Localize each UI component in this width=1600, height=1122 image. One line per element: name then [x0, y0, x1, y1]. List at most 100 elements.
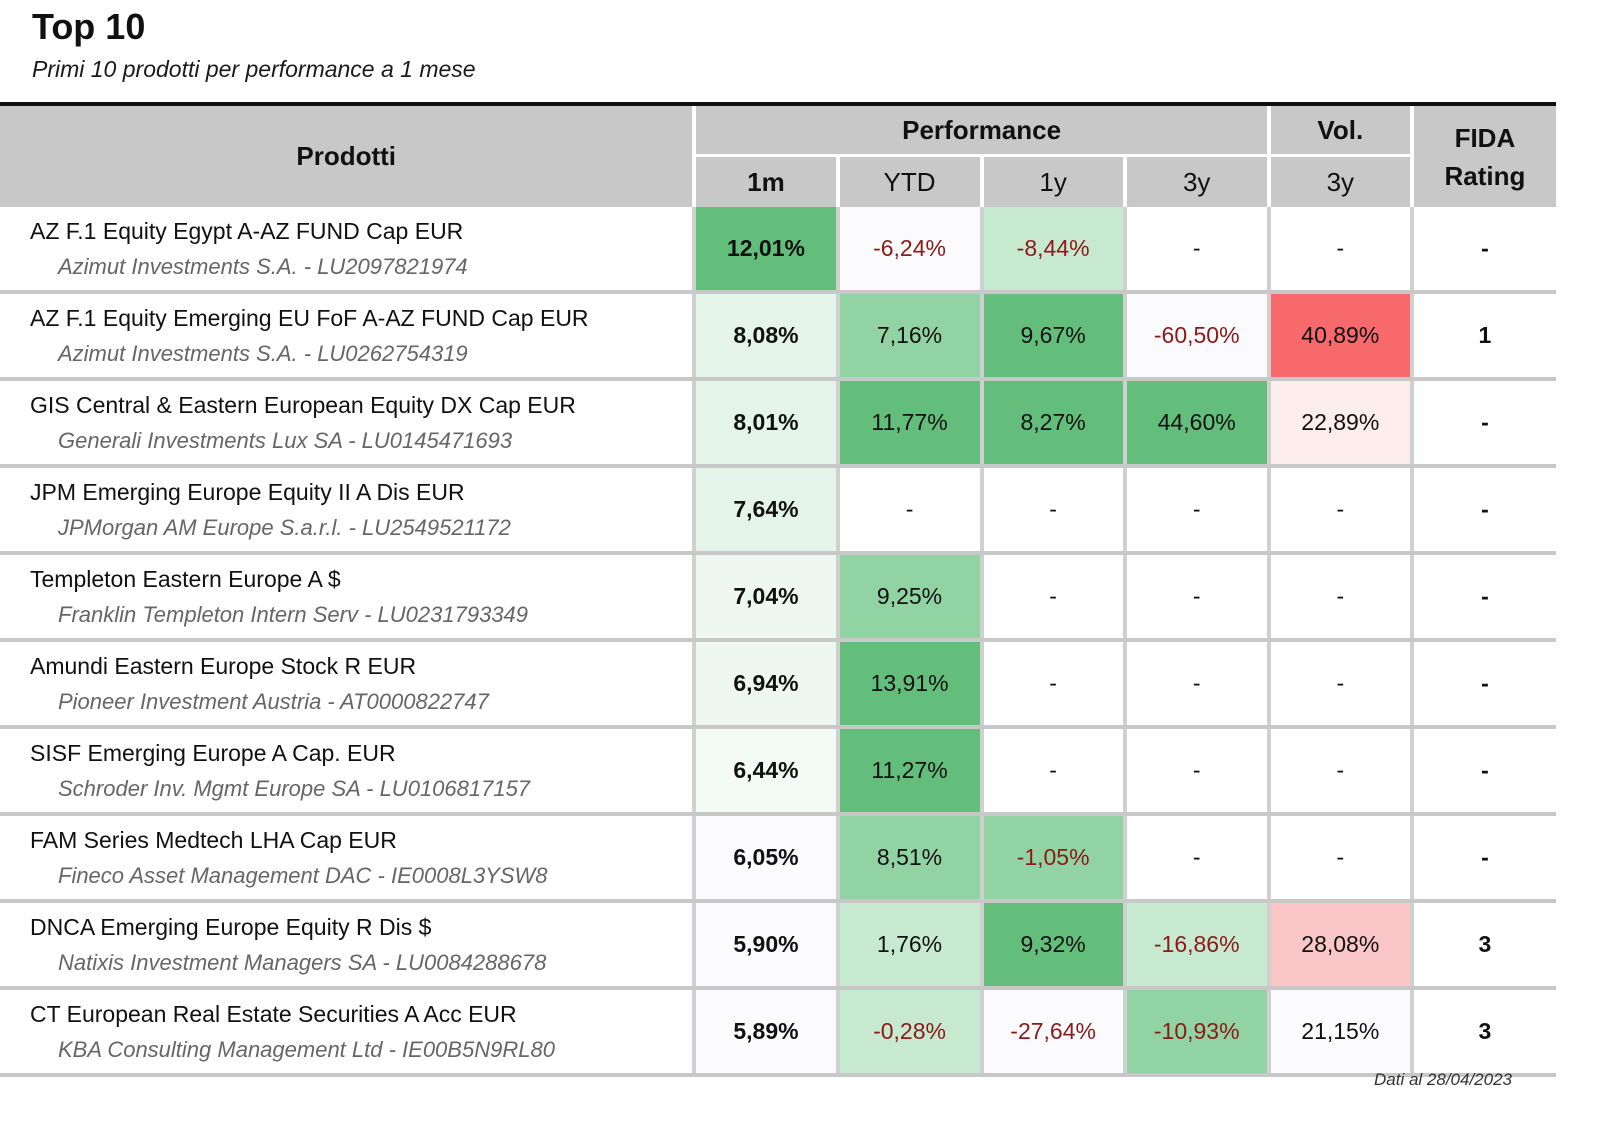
header-3y: 3y — [1122, 154, 1269, 207]
product-name: JPM Emerging Europe Equity II A Dis EUR — [30, 478, 465, 505]
cell-m1: 8,08% — [692, 292, 838, 381]
product-name: Amundi Eastern Europe Stock R EUR — [30, 652, 417, 679]
cell-m1: 8,01% — [692, 379, 838, 468]
cell-vol-3y: 22,89% — [1266, 379, 1412, 468]
cell-y1: - — [979, 553, 1125, 642]
cell-ytd: 1,76% — [835, 901, 982, 990]
product-issuer-isin: Natixis Investment Managers SA - LU00842… — [58, 949, 547, 975]
cell-ytd: 11,77% — [835, 379, 982, 468]
cell-ytd: 11,27% — [835, 727, 982, 816]
cell-fida-rating: - — [1409, 379, 1556, 468]
product-name: SISF Emerging Europe A Cap. EUR — [30, 739, 396, 766]
product-issuer-isin: Azimut Investments S.A. - LU0262754319 — [58, 340, 468, 366]
cell-vol-3y: - — [1266, 553, 1412, 642]
product-name: DNCA Emerging Europe Equity R Dis $ — [30, 913, 432, 940]
header-prodotti: Prodotti — [0, 106, 695, 207]
product-cell: AZ F.1 Equity Emerging EU FoF A-AZ FUND … — [0, 292, 695, 381]
table-row: FAM Series Medtech LHA Cap EUR Fineco Ass… — [0, 814, 1556, 903]
cell-ytd: 7,16% — [835, 292, 982, 381]
top-rule — [0, 102, 1556, 106]
cell-vol-3y: - — [1266, 727, 1412, 816]
fida-rating-label: FIDA Rating — [1444, 122, 1526, 191]
cell-fida-rating: - — [1409, 727, 1556, 816]
cell-y3: - — [1122, 207, 1269, 294]
cell-vol-3y: 40,89% — [1266, 292, 1412, 381]
product-name: FAM Series Medtech LHA Cap EUR — [30, 826, 397, 853]
product-issuer-isin: Franklin Templeton Intern Serv - LU02317… — [58, 601, 529, 627]
table-row: GIS Central & Eastern European Equity DX… — [0, 379, 1556, 468]
header-ytd: YTD — [835, 154, 982, 207]
header-fida-rating: FIDA Rating — [1409, 106, 1556, 207]
cell-y1: -27,64% — [979, 988, 1125, 1077]
table-row: AZ F.1 Equity Egypt A-AZ FUND Cap EUR Azi… — [0, 207, 1556, 294]
product-issuer-isin: Azimut Investments S.A. - LU2097821974 — [58, 253, 468, 279]
cell-fida-rating: - — [1409, 640, 1556, 729]
cell-m1: 12,01% — [692, 207, 838, 294]
product-name: CT European Real Estate Securities A Acc… — [30, 1000, 517, 1027]
header-performance: Performance — [692, 106, 1269, 156]
cell-fida-rating: 3 — [1409, 988, 1556, 1077]
cell-vol-3y: - — [1266, 640, 1412, 729]
cell-y3: 44,60% — [1122, 379, 1269, 468]
cell-fida-rating: 3 — [1409, 901, 1556, 990]
cell-m1: 5,89% — [692, 988, 838, 1077]
page-title: Top 10 — [32, 6, 146, 47]
product-name: Templeton Eastern Europe A $ — [30, 565, 341, 592]
product-issuer-isin: Schroder Inv. Mgmt Europe SA - LU0106817… — [58, 775, 531, 801]
cell-m1: 6,05% — [692, 814, 838, 903]
header-vol-3y: 3y — [1266, 154, 1412, 207]
header-1y: 1y — [979, 154, 1125, 207]
top10-table: Prodotti Performance Vol. FIDA Rating 1m… — [0, 106, 1556, 1077]
cell-fida-rating: - — [1409, 553, 1556, 642]
cell-fida-rating: - — [1409, 207, 1556, 294]
cell-y3: -16,86% — [1122, 901, 1269, 990]
table-row: JPM Emerging Europe Equity II A Dis EUR J… — [0, 466, 1556, 555]
product-cell: GIS Central & Eastern European Equity DX… — [0, 379, 695, 468]
product-issuer-isin: Pioneer Investment Austria - AT000082274… — [58, 688, 489, 714]
table-body: AZ F.1 Equity Egypt A-AZ FUND Cap EUR Azi… — [0, 207, 1556, 1077]
cell-vol-3y: - — [1266, 466, 1412, 555]
cell-y3: -10,93% — [1122, 988, 1269, 1077]
cell-ytd: - — [835, 466, 982, 555]
cell-y1: 9,67% — [979, 292, 1125, 381]
cell-y3: - — [1122, 640, 1269, 729]
product-issuer-isin: Generali Investments Lux SA - LU01454716… — [58, 427, 513, 453]
cell-m1: 7,04% — [692, 553, 838, 642]
cell-m1: 6,94% — [692, 640, 838, 729]
product-cell: AZ F.1 Equity Egypt A-AZ FUND Cap EUR Azi… — [0, 207, 695, 294]
cell-y1: - — [979, 727, 1125, 816]
product-issuer-isin: Fineco Asset Management DAC - IE0008L3YS… — [58, 862, 548, 888]
cell-fida-rating: - — [1409, 466, 1556, 555]
product-name: AZ F.1 Equity Egypt A-AZ FUND Cap EUR — [30, 217, 464, 244]
cell-y1: -8,44% — [979, 207, 1125, 294]
table-row: Amundi Eastern Europe Stock R EUR Pioneer… — [0, 640, 1556, 729]
product-name: AZ F.1 Equity Emerging EU FoF A-AZ FUND … — [30, 304, 589, 331]
cell-y3: - — [1122, 466, 1269, 555]
cell-ytd: 13,91% — [835, 640, 982, 729]
cell-vol-3y: 21,15% — [1266, 988, 1412, 1077]
table-row: CT European Real Estate Securities A Acc… — [0, 988, 1556, 1077]
table-row: DNCA Emerging Europe Equity R Dis $ Natix… — [0, 901, 1556, 990]
cell-m1: 6,44% — [692, 727, 838, 816]
product-cell: SISF Emerging Europe A Cap. EUR Schroder … — [0, 727, 695, 816]
cell-fida-rating: - — [1409, 814, 1556, 903]
header-vol: Vol. — [1266, 106, 1412, 156]
cell-fida-rating: 1 — [1409, 292, 1556, 381]
product-name: GIS Central & Eastern European Equity DX… — [30, 391, 576, 418]
cell-y1: - — [979, 640, 1125, 729]
cell-ytd: -6,24% — [835, 207, 982, 294]
cell-y1: 9,32% — [979, 901, 1125, 990]
cell-y1: -1,05% — [979, 814, 1125, 903]
cell-m1: 5,90% — [692, 901, 838, 990]
product-issuer-isin: KBA Consulting Management Ltd - IE00B5N9… — [58, 1036, 555, 1062]
cell-y1: 8,27% — [979, 379, 1125, 468]
cell-y3: - — [1122, 553, 1269, 642]
cell-y3: -60,50% — [1122, 292, 1269, 381]
page-subtitle: Primi 10 prodotti per performance a 1 me… — [32, 56, 476, 82]
cell-y1: - — [979, 466, 1125, 555]
product-cell: Amundi Eastern Europe Stock R EUR Pioneer… — [0, 640, 695, 729]
cell-y3: - — [1122, 727, 1269, 816]
cell-ytd: 9,25% — [835, 553, 982, 642]
cell-vol-3y: 28,08% — [1266, 901, 1412, 990]
cell-ytd: -0,28% — [835, 988, 982, 1077]
